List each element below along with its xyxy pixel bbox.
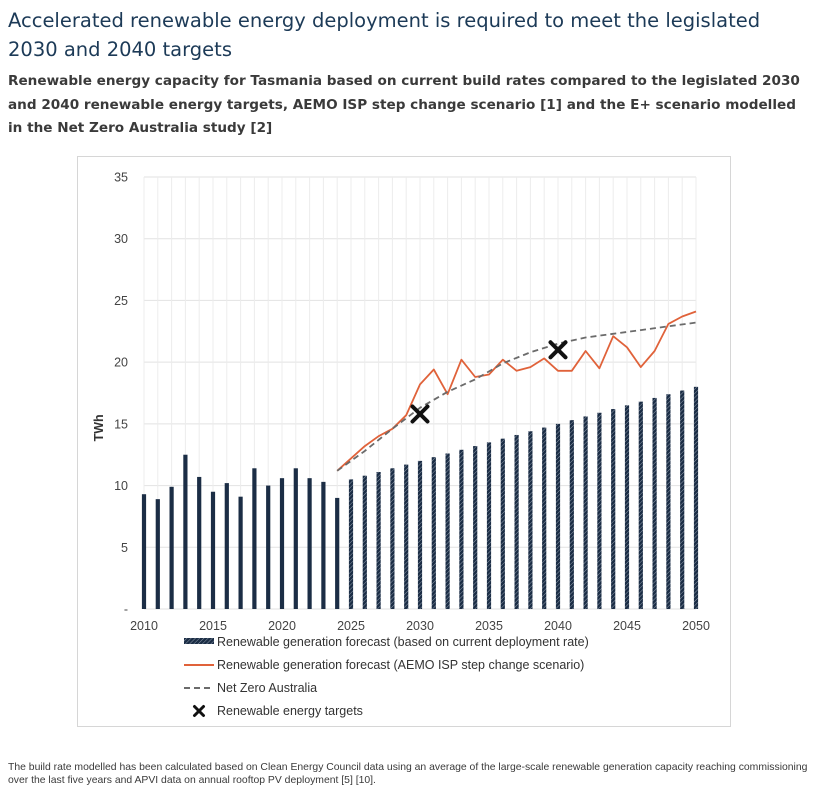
net-zero-australia-line (336, 321, 697, 472)
historical-bar (252, 468, 257, 609)
historical-bar (266, 485, 271, 609)
legend-label-target: Renewable energy targets (217, 704, 363, 718)
x-tick-label: 2050 (682, 619, 710, 633)
x-tick-label: 2030 (406, 619, 434, 633)
target-marker-stroke (410, 404, 430, 424)
y-axis-label: TWh (92, 414, 106, 441)
forecast-bar (638, 401, 643, 609)
forecast-bar (569, 420, 574, 609)
legend-swatch-forecast (184, 638, 214, 644)
y-tick-label: 35 (114, 171, 128, 185)
legend-target-stroke (193, 705, 205, 717)
forecast-bar (348, 479, 354, 609)
forecast-bar (376, 471, 381, 609)
footnote: The build rate modelled has been calcula… (8, 762, 808, 786)
x-tick-label: 2010 (130, 619, 158, 633)
historical-bar (155, 499, 160, 609)
forecast-bar (459, 449, 464, 609)
historical-bar (197, 476, 202, 609)
forecast-bar (666, 394, 671, 609)
y-tick-label: 5 (121, 541, 128, 555)
historical-bar (307, 478, 312, 609)
legend-label-nza: Net Zero Australia (217, 681, 317, 695)
forecast-bar (597, 412, 602, 609)
x-tick-label: 2040 (544, 619, 572, 633)
historical-bar (293, 468, 298, 609)
x-tick-label: 2020 (268, 619, 296, 633)
target-marker (410, 404, 430, 424)
forecast-bar (445, 453, 450, 609)
forecast-bar (555, 423, 561, 609)
forecast-bar (390, 468, 395, 609)
historical-bar (141, 494, 147, 609)
chart-frame: -5 10 15 20 25 30 35 2010 2015 2020 2025 2030 2035 20… (77, 156, 731, 727)
historical-bar (335, 497, 340, 609)
forecast-bar (514, 434, 519, 609)
forecast-bar (583, 416, 588, 609)
y-tick-label: - (124, 603, 128, 617)
forecast-bar (652, 397, 657, 609)
historical-bar (169, 486, 174, 609)
historical-bar (238, 496, 243, 609)
legend-label-forecast: Renewable generation forecast (based on … (217, 635, 589, 649)
forecast-bar (473, 446, 478, 609)
y-tick-label: 10 (114, 479, 128, 493)
forecast-bar (693, 386, 699, 609)
forecast-bar (542, 427, 547, 609)
forecast-bar (680, 390, 685, 609)
forecast-bar (624, 405, 630, 609)
y-tick-label: 15 (114, 417, 128, 431)
target-marker-stroke (548, 340, 568, 360)
forecast-bar (417, 460, 423, 609)
historical-bar (210, 491, 216, 609)
forecast-bar (528, 431, 533, 609)
x-tick-label: 2035 (475, 619, 503, 633)
chart-caption: Renewable energy capacity for Tasmania b… (8, 73, 800, 136)
y-tick-label: 30 (114, 232, 128, 246)
historical-bar (321, 481, 326, 609)
forecast-bar (431, 457, 436, 609)
forecast-bar (500, 438, 505, 609)
forecast-bar (404, 464, 409, 609)
x-tick-label: 2045 (613, 619, 641, 633)
legend-label-aemo: Renewable generation forecast (AEMO ISP … (217, 658, 584, 672)
historical-bar (224, 483, 229, 609)
y-tick-label: 20 (114, 356, 128, 370)
historical-bar (183, 454, 188, 609)
target-marker (548, 340, 568, 360)
y-tick-label: 25 (114, 294, 128, 308)
x-tick-label: 2015 (199, 619, 227, 633)
forecast-bar (611, 409, 616, 609)
legend-swatch-target (193, 705, 205, 717)
page-title: Accelerated renewable energy deployment … (8, 9, 761, 61)
x-tick-label: 2025 (337, 619, 365, 633)
forecast-bar (486, 442, 492, 609)
forecast-bar (362, 475, 367, 609)
historical-bar (279, 478, 285, 609)
